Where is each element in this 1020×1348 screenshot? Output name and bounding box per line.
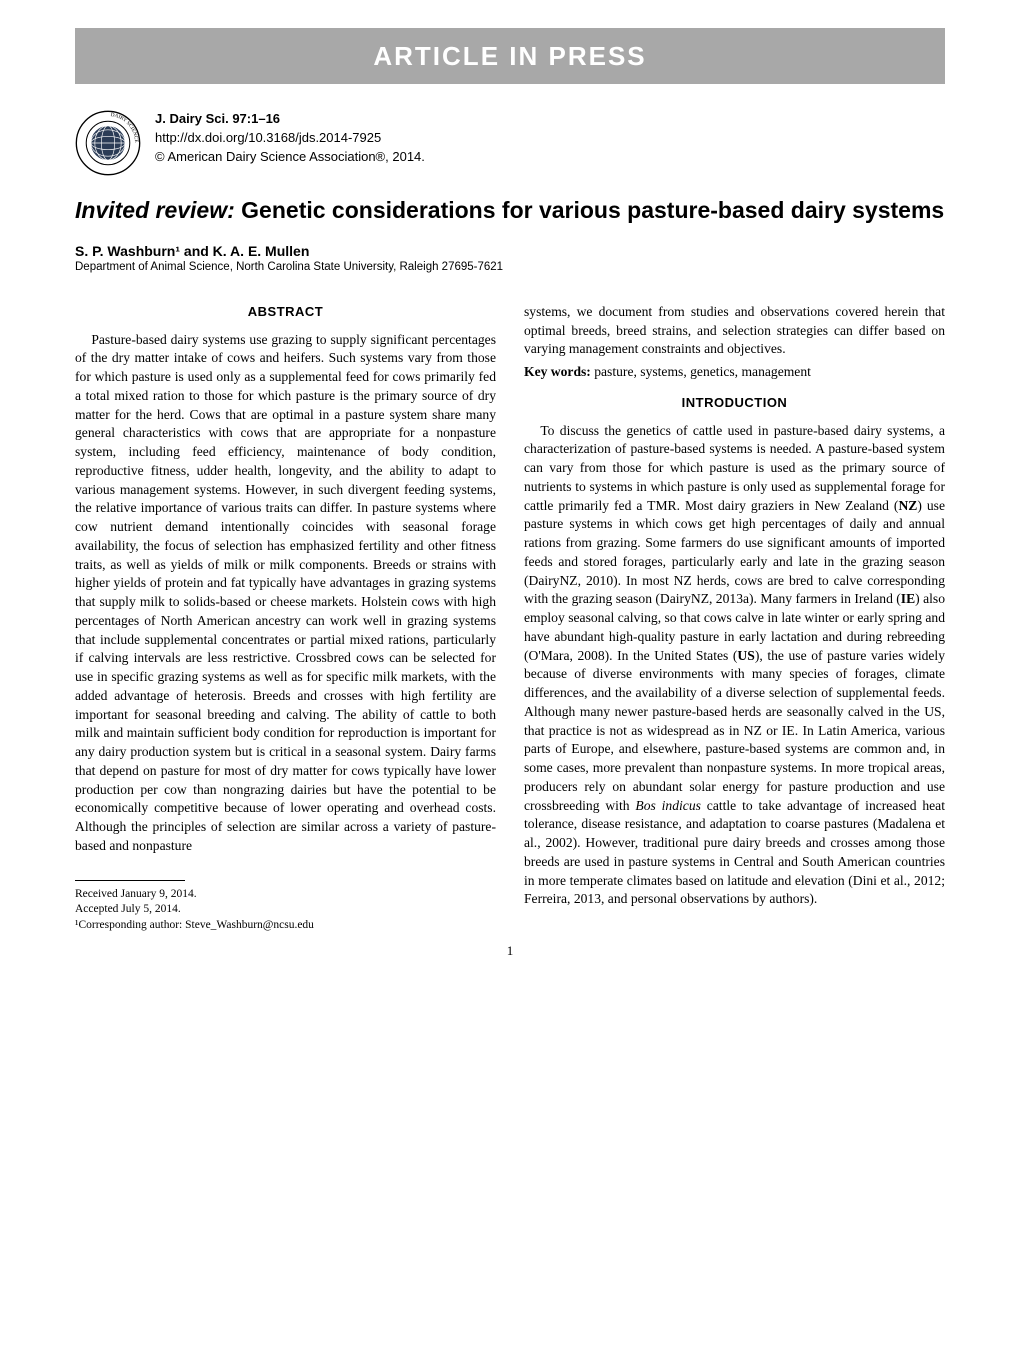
abstract-heading: ABSTRACT (75, 303, 496, 321)
bos-indicus: Bos indicus (635, 798, 701, 813)
abstract-body: Pasture-based dairy systems use grazing … (75, 331, 496, 856)
intro-body: To discuss the genetics of cattle used i… (524, 422, 945, 910)
title-main: Genetic considerations for various pastu… (235, 197, 944, 223)
intro-post: cattle to take advantage of increased he… (524, 798, 945, 907)
footnotes: Received January 9, 2014. Accepted July … (75, 887, 496, 934)
publication-info: J. Dairy Sci. 97:1–16 http://dx.doi.org/… (155, 110, 425, 167)
abbr-nz: NZ (898, 498, 917, 513)
footnote-accepted: Accepted July 5, 2014. (75, 902, 496, 918)
intro-mid3: ), the use of pasture varies widely beca… (524, 648, 945, 813)
left-column: ABSTRACT Pasture-based dairy systems use… (75, 303, 496, 933)
abbr-ie: IE (901, 591, 915, 606)
intro-heading: INTRODUCTION (524, 394, 945, 412)
keywords-text: pasture, systems, genetics, management (591, 364, 811, 379)
right-column: systems, we document from studies and ob… (524, 303, 945, 933)
title-prefix: Invited review: (75, 197, 235, 223)
article-title: Invited review: Genetic considerations f… (75, 196, 945, 225)
affiliation: Department of Animal Science, North Caro… (75, 261, 945, 273)
authors-block: S. P. Washburn¹ and K. A. E. Mullen Depa… (75, 243, 945, 273)
footnote-received: Received January 9, 2014. (75, 887, 496, 903)
footnote-corresponding: ¹Corresponding author: Steve_Washburn@nc… (75, 918, 496, 934)
intro-mid1: ) use pasture systems in which cows get … (524, 498, 945, 607)
banner-text: ARTICLE IN PRESS (373, 41, 646, 72)
journal-line: J. Dairy Sci. 97:1–16 (155, 110, 425, 129)
page-number: 1 (75, 943, 945, 959)
two-column-content: ABSTRACT Pasture-based dairy systems use… (75, 303, 945, 933)
intro-body-pre: To discuss the genetics of cattle used i… (524, 423, 945, 513)
abbr-us: US (737, 648, 754, 663)
adsa-logo-icon: DAIRY SCIENCE (75, 110, 141, 176)
keywords-line: Key words: pasture, systems, genetics, m… (524, 363, 945, 382)
abstract-continuation: systems, we document from studies and ob… (524, 303, 945, 359)
article-in-press-banner: ARTICLE IN PRESS (75, 28, 945, 84)
title-block: Invited review: Genetic considerations f… (75, 196, 945, 225)
footnote-rule (75, 880, 185, 881)
authors: S. P. Washburn¹ and K. A. E. Mullen (75, 243, 945, 259)
copyright-line: © American Dairy Science Association®, 2… (155, 148, 425, 167)
keywords-label: Key words: (524, 364, 591, 379)
header-block: DAIRY SCIENCE J. Dairy Sci. 97:1–16 http… (75, 110, 945, 176)
doi-line: http://dx.doi.org/10.3168/jds.2014-7925 (155, 129, 425, 148)
